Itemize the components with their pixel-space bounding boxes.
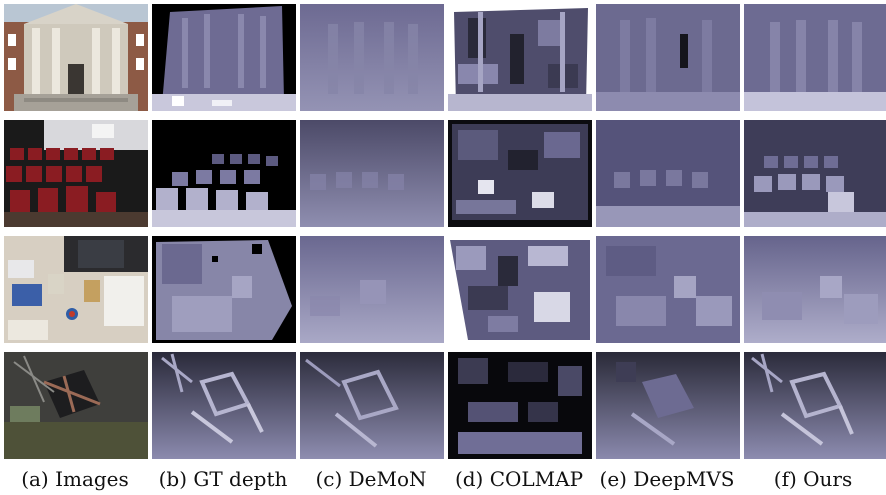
row3-deepmvs: [596, 236, 740, 343]
row1-deepmvs: [596, 4, 740, 111]
row3-demon: [300, 236, 444, 343]
row4-image: [4, 352, 148, 459]
row3-ours: [744, 236, 886, 343]
row2-deepmvs: [596, 120, 740, 227]
caption-demon: (c) DeMoN: [315, 467, 427, 491]
row4-gt-depth: [152, 352, 296, 459]
row1-ours: [744, 4, 886, 111]
row4-deepmvs: [596, 352, 740, 459]
row3-colmap: [448, 236, 592, 343]
caption-ours: (f) Ours: [773, 467, 853, 491]
row1-gt-depth: [152, 4, 296, 111]
row4-colmap: [448, 352, 592, 459]
row1-demon: [300, 4, 444, 111]
caption-gt-depth: (b) GT depth: [158, 467, 288, 491]
row4-ours: [744, 352, 886, 459]
caption-images: (a) Images: [21, 467, 129, 491]
row2-ours: [744, 120, 886, 227]
row4-demon: [300, 352, 444, 459]
row2-colmap: [448, 120, 592, 227]
row1-image: [4, 4, 148, 111]
caption-row: (a) Images (b) GT depth (c) DeMoN (d) CO…: [0, 466, 886, 492]
figure-grid: [4, 4, 886, 459]
row2-demon: [300, 120, 444, 227]
row3-gt-depth: [152, 236, 296, 343]
caption-colmap: (d) COLMAP: [454, 467, 584, 491]
row1-colmap: [448, 4, 592, 111]
row2-image: [4, 120, 148, 227]
row2-gt-depth: [152, 120, 296, 227]
row3-image: [4, 236, 148, 343]
caption-deepmvs: (e) DeepMVS: [599, 467, 735, 491]
